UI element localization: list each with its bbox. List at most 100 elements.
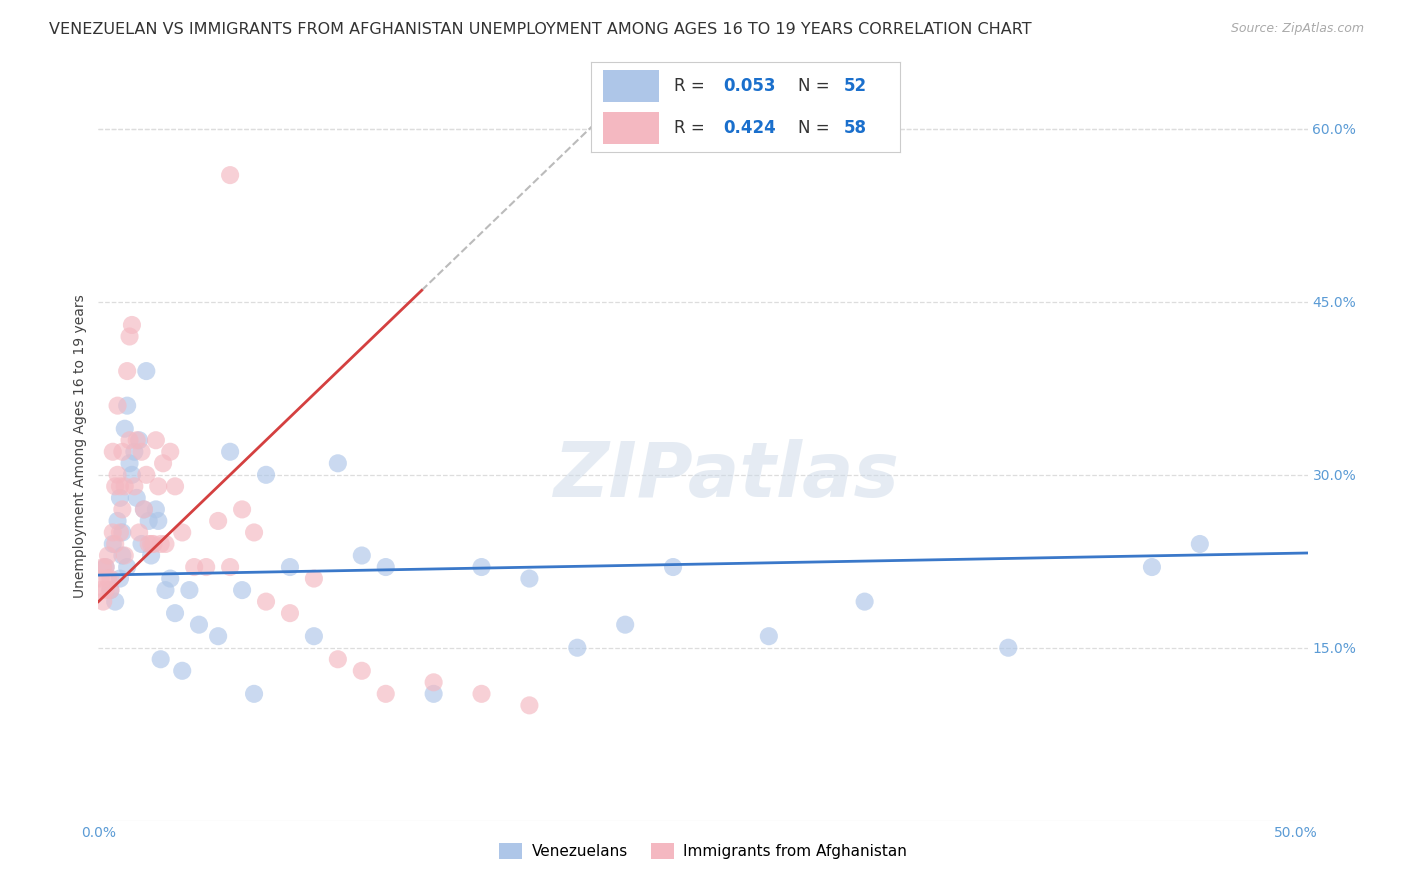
- Point: [219, 168, 242, 182]
- Point: [302, 629, 325, 643]
- Point: [100, 572, 122, 586]
- Point: [124, 444, 146, 458]
- Point: [107, 514, 129, 528]
- Point: [135, 364, 157, 378]
- Point: [1140, 560, 1163, 574]
- Point: [101, 537, 124, 551]
- Point: [139, 549, 162, 563]
- Point: [853, 594, 876, 608]
- Point: [97, 549, 120, 563]
- Point: [104, 479, 127, 493]
- Point: [107, 467, 129, 482]
- Point: [326, 652, 349, 666]
- Point: [94, 583, 117, 598]
- Point: [470, 687, 492, 701]
- Point: [90, 572, 112, 586]
- Point: [135, 467, 157, 482]
- Point: [183, 560, 205, 574]
- Text: R =: R =: [673, 77, 710, 95]
- Point: [350, 664, 373, 678]
- Point: [219, 444, 242, 458]
- Point: [108, 525, 131, 540]
- Text: Source: ZipAtlas.com: Source: ZipAtlas.com: [1230, 22, 1364, 36]
- Text: N =: N =: [797, 77, 835, 95]
- Point: [104, 537, 127, 551]
- Point: [131, 537, 153, 551]
- Point: [758, 629, 780, 643]
- Point: [614, 617, 637, 632]
- Point: [172, 664, 194, 678]
- Point: [567, 640, 589, 655]
- Point: [278, 606, 301, 620]
- Point: [422, 675, 444, 690]
- Text: 0.053: 0.053: [724, 77, 776, 95]
- Text: R =: R =: [673, 119, 710, 137]
- Point: [101, 444, 124, 458]
- Point: [138, 537, 160, 551]
- Point: [519, 572, 541, 586]
- Point: [108, 479, 131, 493]
- Point: [101, 525, 124, 540]
- Point: [107, 399, 129, 413]
- Point: [149, 652, 172, 666]
- Point: [115, 560, 138, 574]
- Point: [90, 583, 112, 598]
- Point: [114, 422, 136, 436]
- Point: [159, 444, 181, 458]
- Point: [132, 502, 155, 516]
- Point: [1188, 537, 1211, 551]
- Point: [219, 560, 242, 574]
- Point: [115, 364, 138, 378]
- Point: [302, 572, 325, 586]
- Point: [163, 479, 186, 493]
- Point: [94, 560, 117, 574]
- Point: [470, 560, 492, 574]
- Point: [128, 525, 150, 540]
- Point: [254, 467, 277, 482]
- Point: [172, 525, 194, 540]
- Bar: [603, 70, 658, 102]
- Point: [207, 629, 229, 643]
- Text: 0.424: 0.424: [724, 119, 776, 137]
- Point: [350, 549, 373, 563]
- Point: [115, 399, 138, 413]
- Point: [108, 572, 131, 586]
- Point: [148, 514, 170, 528]
- Point: [138, 514, 160, 528]
- Point: [207, 514, 229, 528]
- Point: [121, 467, 143, 482]
- Point: [145, 502, 167, 516]
- Point: [155, 583, 177, 598]
- Point: [243, 525, 266, 540]
- Point: [231, 583, 253, 598]
- Point: [188, 617, 211, 632]
- Point: [278, 560, 301, 574]
- Point: [125, 434, 148, 448]
- Text: ZIPatlas: ZIPatlas: [554, 439, 900, 513]
- Point: [155, 537, 177, 551]
- Point: [243, 687, 266, 701]
- Point: [142, 537, 165, 551]
- Point: [179, 583, 201, 598]
- Point: [131, 444, 153, 458]
- Text: 58: 58: [844, 119, 868, 137]
- Point: [148, 479, 170, 493]
- Point: [149, 537, 172, 551]
- Point: [100, 583, 122, 598]
- Point: [118, 456, 141, 470]
- Point: [97, 572, 120, 586]
- Bar: [603, 112, 658, 144]
- Point: [326, 456, 349, 470]
- Text: 52: 52: [844, 77, 868, 95]
- Point: [132, 502, 155, 516]
- Point: [374, 687, 396, 701]
- Point: [195, 560, 218, 574]
- Point: [662, 560, 685, 574]
- Point: [163, 606, 186, 620]
- Point: [121, 318, 143, 332]
- Point: [145, 434, 167, 448]
- Text: N =: N =: [797, 119, 835, 137]
- Legend: Venezuelans, Immigrants from Afghanistan: Venezuelans, Immigrants from Afghanistan: [494, 838, 912, 865]
- Point: [114, 479, 136, 493]
- Point: [159, 572, 181, 586]
